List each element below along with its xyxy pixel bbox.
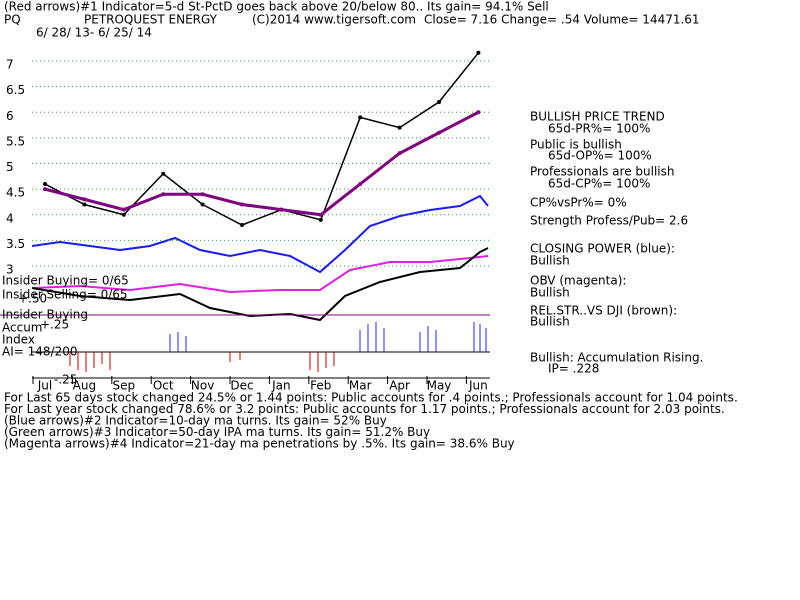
y-tick-label: 4.5 <box>6 186 25 200</box>
series-point <box>318 212 323 217</box>
accum-histogram <box>69 352 335 372</box>
x-tick-label: Sep <box>112 379 135 393</box>
obv-line <box>31 255 489 294</box>
status-text: IP= .228 <box>548 362 599 376</box>
footer-text: (Green arrows)#3 Indicator=50-day IPA ma… <box>4 425 430 439</box>
series-point <box>240 202 244 207</box>
series-point <box>279 207 284 212</box>
y-tick-label: 5.5 <box>6 134 25 148</box>
panel-label: -.25 <box>54 373 77 387</box>
panel-label: AI= 148/200 <box>2 345 77 359</box>
series-point <box>82 202 87 207</box>
closing-power-line <box>31 194 489 274</box>
series-line <box>44 52 479 226</box>
status-text: Bullish: Accumulation Rising. <box>530 351 703 365</box>
series-point <box>161 171 166 176</box>
y-tick-label: 4 <box>6 211 14 225</box>
series-point <box>121 207 126 212</box>
footer-text: (Magenta arrows)#4 Indicator=21-day ma p… <box>4 437 515 451</box>
series-point <box>43 182 47 186</box>
x-tick-label: Dec <box>230 379 253 393</box>
panel-label: Insider Buying <box>2 308 88 322</box>
y-tick-label: 6 <box>6 109 14 123</box>
footer-text: (Blue arrows)#2 Indicator=10-day ma turn… <box>4 414 387 428</box>
status-text: 65d-OP%= 100% <box>548 149 652 163</box>
relative-strength-line <box>31 247 489 322</box>
series-point <box>121 212 126 217</box>
series-point <box>397 151 402 156</box>
ticker: PQ <box>4 13 21 27</box>
status-text: Public is bullish <box>530 138 622 152</box>
status-text: CP%vsPr%= 0% <box>530 196 627 210</box>
status-text: Bullish <box>530 315 570 329</box>
series-point <box>476 110 481 115</box>
x-tick-label: Aug <box>73 379 96 393</box>
x-tick-label: Feb <box>310 379 331 393</box>
x-tick-label: Oct <box>153 379 174 393</box>
series-point <box>476 50 481 55</box>
status-text: 65d-CP%= 100% <box>548 177 650 191</box>
accum-histogram-positive <box>169 322 487 352</box>
status-text: OBV (magenta): <box>530 274 626 288</box>
company: PETROQUEST ENERGY <box>84 13 218 27</box>
status-text: REL.STR..VS DJI (brown): <box>530 304 677 318</box>
y-tick-label: 6.5 <box>6 83 25 97</box>
y-tick-label: 7 <box>6 58 14 72</box>
panel-label: Accum <box>2 321 43 335</box>
series-point <box>358 182 363 186</box>
footer-text: For Last 65 days stock changed 24.5% or … <box>4 391 738 405</box>
footer-text: For Last year stock changed 78.6% or 3.2… <box>4 402 725 416</box>
status-text: CLOSING POWER (blue): <box>530 242 675 256</box>
y-tick-label: 5 <box>6 160 14 174</box>
x-tick-label: Apr <box>389 379 410 393</box>
x-tick-label: Jul <box>37 379 52 393</box>
series-point <box>200 192 205 197</box>
x-tick-label: Mar <box>349 379 372 393</box>
panel-label: Insider Selling= 0/65 <box>2 288 128 302</box>
status-text: Professionals are bullish <box>530 165 675 179</box>
series-point <box>437 100 441 104</box>
series-point <box>82 197 87 202</box>
status-text: Bullish <box>530 286 570 300</box>
x-tick-label: Jun <box>468 379 488 393</box>
panel-label: +.50 <box>18 292 47 306</box>
x-tick-label: May <box>427 379 452 393</box>
date-range: 6/ 28/ 13- 6/ 25/ 14 <box>36 26 152 40</box>
panel-label: Insider Buying= 0/65 <box>2 274 129 288</box>
status-text: Bullish <box>530 254 570 268</box>
y-tick-label: 3.5 <box>6 237 25 251</box>
series-point <box>358 115 363 120</box>
y-tick-label: 3 <box>6 263 14 277</box>
status-text: 65d-PR%= 100% <box>548 122 650 136</box>
x-tick-label: Nov <box>191 379 214 393</box>
series-point <box>318 217 323 222</box>
series-point <box>200 202 205 207</box>
copyright: (C)2014 www.tigersoft.com <box>252 13 416 27</box>
status-text: Strength Profess/Pub= 2.6 <box>530 214 688 228</box>
series-line <box>44 110 480 217</box>
x-tick-label: Jan <box>271 379 291 393</box>
header-text: (Red arrows)#1 Indicator=5-d St-PctD goe… <box>4 0 549 14</box>
quote: Close= 7.16 Change= .54 Volume= 14471.61 <box>424 13 700 27</box>
panel-label: +.25 <box>40 318 69 332</box>
series-point <box>437 130 441 135</box>
series-point <box>43 187 47 192</box>
series-point <box>240 223 244 227</box>
series-point <box>397 125 402 130</box>
panel-label: Index <box>2 333 35 347</box>
status-text: BULLISH PRICE TREND <box>530 110 665 124</box>
series-point <box>161 192 166 197</box>
